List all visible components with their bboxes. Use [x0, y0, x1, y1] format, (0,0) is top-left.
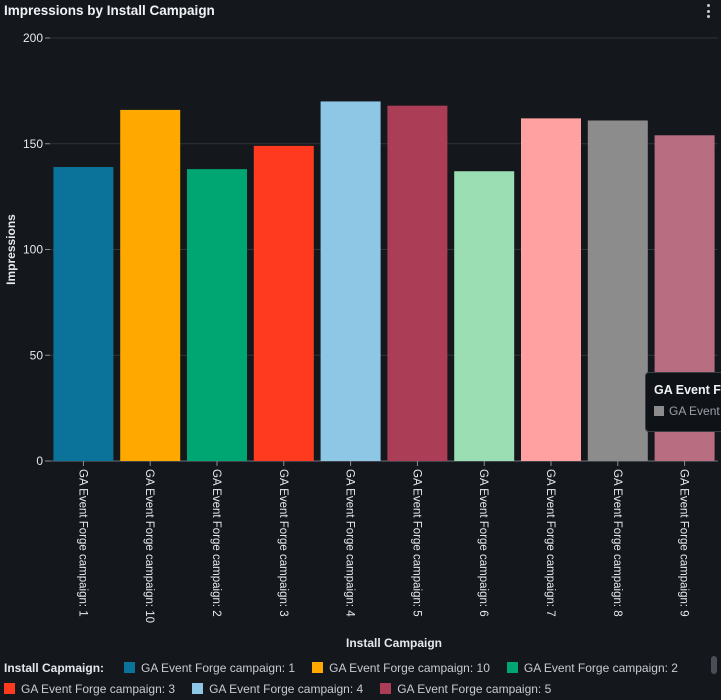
y-tick-label: 100: [23, 243, 43, 257]
tooltip-title: GA Event F: [654, 383, 721, 397]
chart-title: Impressions by Install Campaign: [4, 3, 215, 18]
legend-label: GA Event Forge campaign: 4: [209, 681, 364, 696]
x-tick-label: GA Event Forge campaign: 4: [344, 469, 356, 617]
x-tick-label: GA Event Forge campaign: 5: [410, 469, 422, 617]
legend-item[interactable]: GA Event Forge campaign: 1: [124, 661, 295, 675]
y-tick-label: 200: [23, 31, 43, 45]
legend-swatch: [4, 683, 15, 694]
legend-swatch: [124, 662, 136, 673]
bar[interactable]: [587, 120, 648, 462]
bar-chart: 0 50 100 150 200 Impressions GA Event Forge ca…: [4, 31, 718, 650]
legend-swatch: [380, 683, 392, 694]
x-tick-label: GA Event Forge campaign: 6: [477, 469, 489, 617]
legend-swatch: [192, 683, 204, 694]
legend-item[interactable]: GA Event Forge campaign: 2: [506, 660, 678, 675]
legend-scrollbar[interactable]: [711, 656, 717, 674]
legend-label: GA Event Forge campaign: 3: [21, 681, 176, 696]
bar[interactable]: [53, 167, 114, 461]
legend-label: GA Event Forge campaign: 2: [523, 660, 678, 675]
bar[interactable]: [454, 171, 515, 461]
x-axis-label: Install Campaign: [346, 636, 442, 650]
legend-item[interactable]: GA Event Forge campaign: 3: [4, 682, 175, 696]
bar[interactable]: [320, 101, 381, 461]
legend-item[interactable]: GA Event Forge campaign: 5: [380, 682, 551, 696]
x-tick-label: GA Event Forge campaign: 1: [76, 469, 88, 617]
legend-row-2: GA Event Forge campaign: 3 GA Event Forg…: [4, 678, 719, 699]
x-tick-label: GA Event Forge campaign: 8: [611, 469, 623, 617]
legend-swatch: [506, 662, 518, 673]
x-tick-label: GA Event Forge campaign: 3: [277, 469, 289, 617]
tooltip-swatch: [654, 406, 664, 416]
legend: Install Capmaign: GA Event Forge campaig…: [4, 657, 719, 699]
x-tick-label: GA Event Forge campaign: 7: [544, 469, 556, 617]
x-tick-label: GA Event Forge campaign: 10: [143, 469, 155, 623]
bar[interactable]: [187, 169, 247, 461]
legend-label: GA Event Forge campaign: 5: [397, 681, 552, 696]
tooltip-row: GA Event: [654, 404, 721, 418]
y-axis-label: Impressions: [4, 214, 18, 285]
y-tick-label: 150: [23, 137, 43, 151]
bar[interactable]: [120, 109, 181, 461]
legend-item[interactable]: GA Event Forge campaign: 10: [312, 661, 490, 675]
legend-item[interactable]: GA Event Forge campaign: 4: [192, 682, 363, 696]
legend-label: GA Event Forge campaign: 10: [329, 660, 490, 675]
legend-title: Install Capmaign:: [4, 660, 105, 675]
x-tick-label: GA Event Forge campaign: 9: [678, 469, 690, 617]
x-tick-label: GA Event Forge campaign: 2: [210, 469, 222, 617]
hover-tooltip: GA Event F GA Event: [645, 372, 721, 432]
more-options-icon[interactable]: [703, 3, 713, 19]
legend-row-1: Install Capmaign: GA Event Forge campaig…: [4, 657, 719, 678]
y-tick-label: 50: [30, 348, 44, 362]
bar[interactable]: [253, 145, 314, 462]
legend-swatch: [312, 662, 324, 673]
bar[interactable]: [387, 105, 448, 462]
legend-label: GA Event Forge campaign: 1: [141, 660, 296, 675]
y-tick-label: 0: [36, 454, 43, 468]
bar[interactable]: [521, 118, 581, 462]
tooltip-row-text: GA Event: [669, 404, 720, 418]
